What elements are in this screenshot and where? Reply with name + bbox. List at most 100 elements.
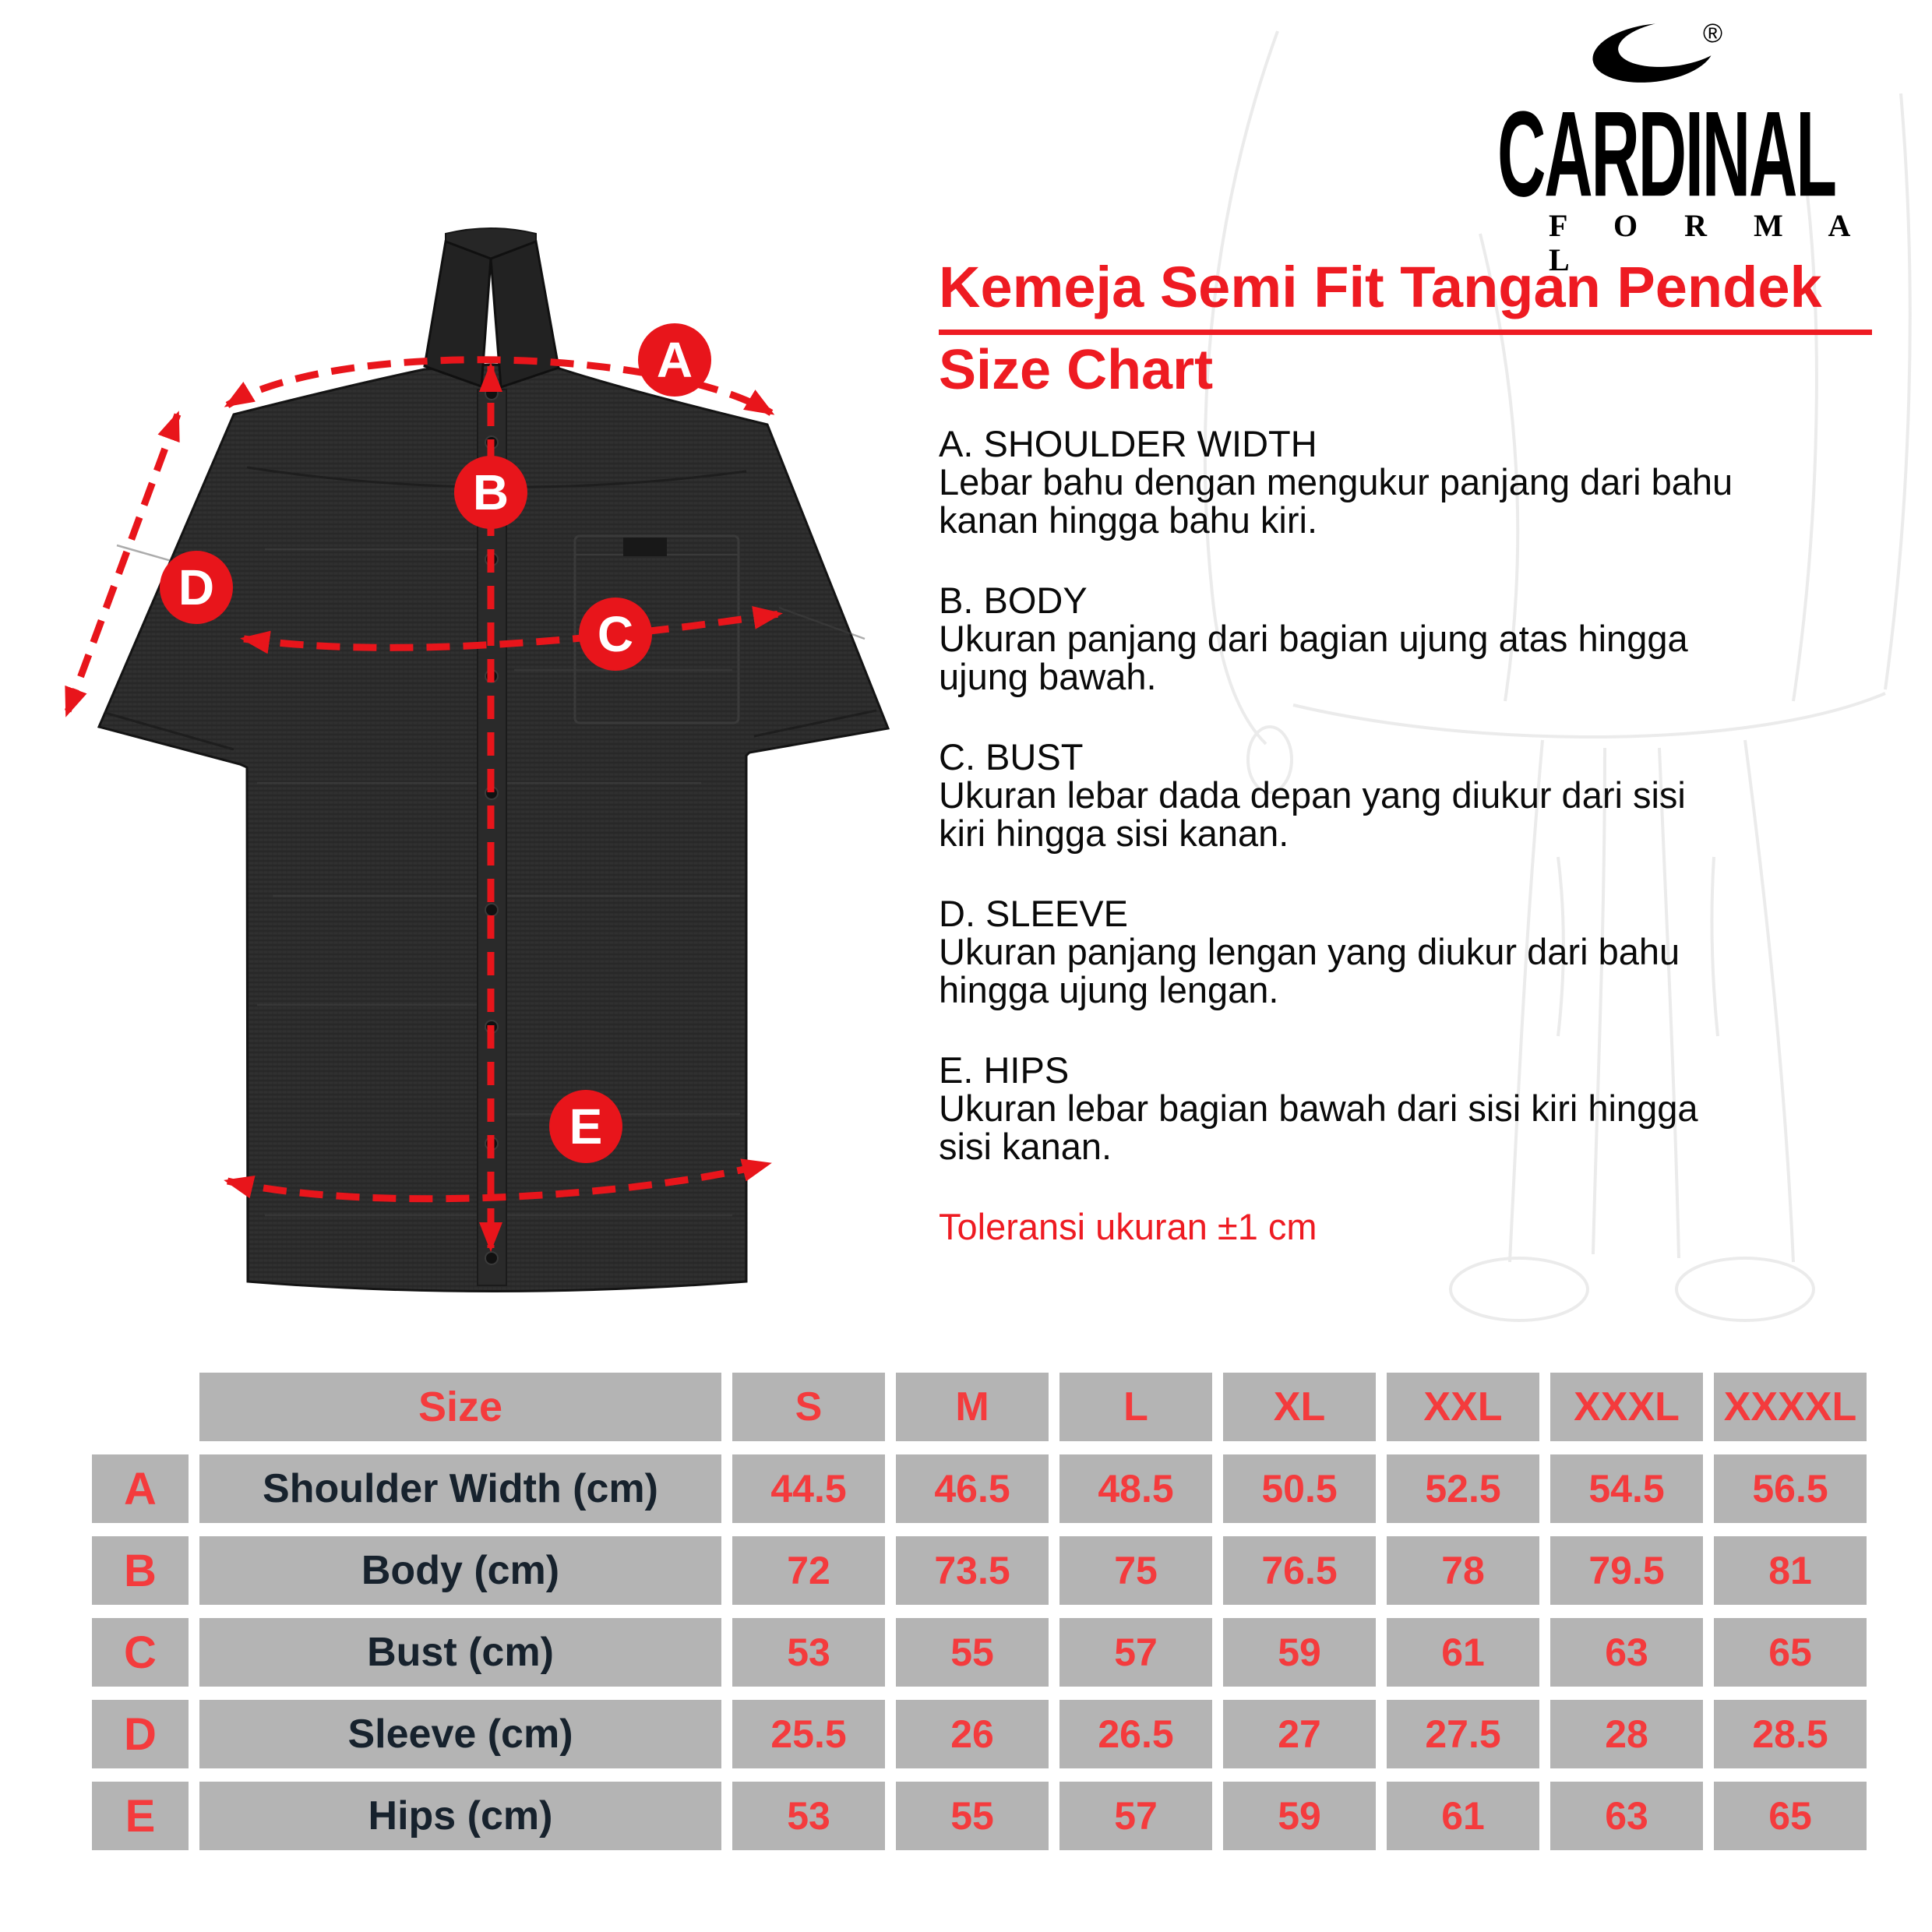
marker-circle-d: D bbox=[160, 551, 233, 624]
value-cell: 79.5 bbox=[1550, 1536, 1703, 1605]
value-cell: 46.5 bbox=[896, 1454, 1049, 1523]
description-line: Lebar bahu dengan mengukur panjang dari … bbox=[939, 461, 1733, 502]
value-cell: 27 bbox=[1223, 1700, 1376, 1768]
marker-label-d: D bbox=[178, 559, 214, 615]
value-cell: 56.5 bbox=[1714, 1454, 1867, 1523]
measurement-markers: A B C D E bbox=[160, 323, 711, 1163]
value-cell: 63 bbox=[1550, 1782, 1703, 1850]
value-cell: 50.5 bbox=[1223, 1454, 1376, 1523]
table-header-xxxl: XXXL bbox=[1550, 1373, 1703, 1441]
description-line: sisi kanan. bbox=[939, 1126, 1112, 1167]
value-cell: 25.5 bbox=[732, 1700, 885, 1768]
row-letter-cell: D bbox=[92, 1700, 189, 1768]
description-heading: B. BODY bbox=[939, 580, 1088, 621]
row-label-cell: Shoulder Width (cm) bbox=[199, 1454, 721, 1523]
value-cell: 73.5 bbox=[896, 1536, 1049, 1605]
value-cell: 57 bbox=[1059, 1618, 1212, 1687]
description-line: ujung bawah. bbox=[939, 656, 1157, 697]
value-cell: 65 bbox=[1714, 1782, 1867, 1850]
value-cell: 78 bbox=[1387, 1536, 1539, 1605]
marker-circle-a: A bbox=[638, 323, 711, 397]
registered-mark: ® bbox=[1703, 19, 1723, 48]
description-line: Ukuran panjang dari bagian ujung atas hi… bbox=[939, 618, 1688, 659]
description-hips: E. HIPS Ukuran lebar bagian bawah dari s… bbox=[939, 1051, 1881, 1165]
row-letter-cell: C bbox=[92, 1618, 189, 1687]
measurement-descriptions: A. SHOULDER WIDTH Lebar bahu dengan meng… bbox=[939, 425, 1881, 1246]
measure-arrow-hips bbox=[224, 1158, 772, 1203]
value-cell: 48.5 bbox=[1059, 1454, 1212, 1523]
value-cell: 54.5 bbox=[1550, 1454, 1703, 1523]
row-letter-cell: A bbox=[92, 1454, 189, 1523]
description-heading: C. BUST bbox=[939, 736, 1084, 777]
description-sleeve: D. SLEEVE Ukuran panjang lengan yang diu… bbox=[939, 894, 1881, 1009]
measure-arrow-shoulder bbox=[224, 356, 775, 416]
value-cell: 52.5 bbox=[1387, 1454, 1539, 1523]
description-body: B. BODY Ukuran panjang dari bagian ujung… bbox=[939, 581, 1881, 696]
value-cell: 59 bbox=[1223, 1618, 1376, 1687]
description-bust: C. BUST Ukuran lebar dada depan yang diu… bbox=[939, 738, 1881, 852]
value-cell: 28.5 bbox=[1714, 1700, 1867, 1768]
tolerance-note: Toleransi ukuran ±1 cm bbox=[939, 1206, 1317, 1247]
description-line: Ukuran lebar bagian bawah dari sisi kiri… bbox=[939, 1088, 1698, 1129]
marker-label-e: E bbox=[569, 1098, 603, 1155]
description-line: kanan hingga bahu kiri. bbox=[939, 499, 1318, 541]
value-cell: 65 bbox=[1714, 1618, 1867, 1687]
description-heading: D. SLEEVE bbox=[939, 893, 1128, 934]
row-letter-cell: B bbox=[92, 1536, 189, 1605]
row-label-cell: Sleeve (cm) bbox=[199, 1700, 721, 1768]
description-shoulder-width: A. SHOULDER WIDTH Lebar bahu dengan meng… bbox=[939, 425, 1881, 539]
collar-right-flap bbox=[489, 239, 560, 390]
marker-label-c: C bbox=[598, 606, 633, 662]
value-cell: 63 bbox=[1550, 1618, 1703, 1687]
brand-wordmark: CARDINAL bbox=[1497, 86, 1837, 223]
background-sketch bbox=[1203, 30, 1912, 1322]
pocket-tag bbox=[623, 538, 667, 556]
value-cell: 72 bbox=[732, 1536, 885, 1605]
description-heading: E. HIPS bbox=[939, 1049, 1070, 1091]
brand-division: F O R M A L bbox=[1549, 208, 1869, 277]
marker-label-a: A bbox=[657, 332, 693, 388]
value-cell: 61 bbox=[1387, 1618, 1539, 1687]
value-cell: 28 bbox=[1550, 1700, 1703, 1768]
title-underline bbox=[939, 330, 1872, 335]
marker-circle-c: C bbox=[579, 598, 652, 671]
table-header-l: L bbox=[1059, 1373, 1212, 1441]
page-title: Kemeja Semi Fit Tangan Pendek bbox=[939, 255, 1822, 319]
row-label-cell: Body (cm) bbox=[199, 1536, 721, 1605]
table-header-size: Size bbox=[199, 1373, 721, 1441]
table-corner-blank bbox=[92, 1373, 189, 1441]
table-header-xxl: XXL bbox=[1387, 1373, 1539, 1441]
marker-circle-e: E bbox=[549, 1090, 622, 1163]
measure-arrow-bust bbox=[240, 606, 783, 654]
value-cell: 55 bbox=[896, 1782, 1049, 1850]
marker-label-b: B bbox=[473, 464, 509, 520]
row-letter-cell: E bbox=[92, 1782, 189, 1850]
table-header-xl: XL bbox=[1223, 1373, 1376, 1441]
description-heading: A. SHOULDER WIDTH bbox=[939, 423, 1317, 464]
measure-arrow-sleeve bbox=[63, 411, 182, 717]
table-header-xxxxl: XXXXL bbox=[1714, 1373, 1867, 1441]
description-line: Ukuran panjang lengan yang diukur dari b… bbox=[939, 931, 1680, 972]
value-cell: 59 bbox=[1223, 1782, 1376, 1850]
collar-left-flap bbox=[423, 239, 492, 389]
description-line: hingga ujung lengan. bbox=[939, 969, 1279, 1010]
value-cell: 81 bbox=[1714, 1536, 1867, 1605]
description-line: kiri hingga sisi kanan. bbox=[939, 813, 1289, 854]
value-cell: 44.5 bbox=[732, 1454, 885, 1523]
value-cell: 57 bbox=[1059, 1782, 1212, 1850]
value-cell: 26 bbox=[896, 1700, 1049, 1768]
marker-circle-b: B bbox=[454, 456, 527, 529]
value-cell: 76.5 bbox=[1223, 1536, 1376, 1605]
value-cell: 61 bbox=[1387, 1782, 1539, 1850]
value-cell: 55 bbox=[896, 1618, 1049, 1687]
description-line: Ukuran lebar dada depan yang diukur dari… bbox=[939, 774, 1686, 816]
section-title-size-chart: Size Chart bbox=[939, 339, 1214, 401]
cardinal-c-logo-icon bbox=[1592, 19, 1727, 83]
value-cell: 53 bbox=[732, 1782, 885, 1850]
value-cell: 53 bbox=[732, 1618, 885, 1687]
table-header-s: S bbox=[732, 1373, 885, 1441]
table-header-m: M bbox=[896, 1373, 1049, 1441]
value-cell: 26.5 bbox=[1059, 1700, 1212, 1768]
value-cell: 27.5 bbox=[1387, 1700, 1539, 1768]
